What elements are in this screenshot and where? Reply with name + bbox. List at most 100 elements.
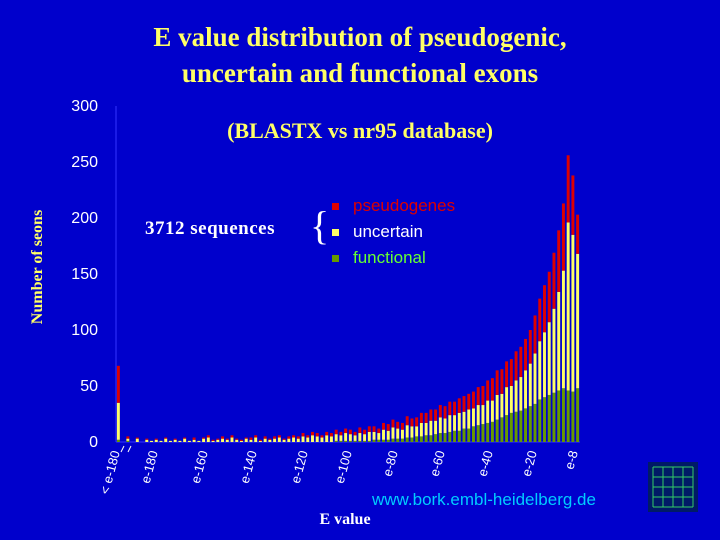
bar-uncertain bbox=[514, 380, 518, 412]
bar-uncertain bbox=[391, 427, 395, 439]
bar-functional bbox=[353, 440, 357, 442]
bar-functional bbox=[339, 440, 343, 442]
bar-uncertain bbox=[481, 405, 485, 425]
bar-uncertain bbox=[192, 439, 196, 442]
bar-functional bbox=[429, 435, 433, 442]
bar-pseudogenes bbox=[211, 439, 215, 441]
bar-uncertain bbox=[168, 440, 172, 442]
bar-functional bbox=[434, 434, 438, 442]
bar-uncertain bbox=[486, 400, 490, 423]
x-tick-label: e-8 bbox=[562, 449, 581, 471]
bar-pseudogenes bbox=[528, 330, 532, 364]
bar-functional bbox=[391, 438, 395, 442]
bar-pseudogenes bbox=[282, 438, 286, 440]
bar-uncertain bbox=[126, 438, 130, 441]
chart-title-line2: uncertain and functional exons bbox=[181, 58, 539, 88]
bar-functional bbox=[467, 428, 471, 442]
bar-pseudogenes bbox=[424, 412, 428, 423]
bar-uncertain bbox=[230, 437, 234, 442]
bar-pseudogenes bbox=[206, 435, 210, 438]
bar-uncertain bbox=[334, 434, 338, 441]
bar-uncertain bbox=[339, 435, 343, 441]
bar-functional bbox=[566, 390, 570, 442]
source-url: www.bork.embl-heidelberg.de bbox=[372, 490, 596, 509]
bar-pseudogenes bbox=[216, 438, 220, 440]
bar-uncertain bbox=[311, 435, 314, 442]
bar-functional bbox=[524, 408, 528, 442]
bar-uncertain bbox=[543, 332, 546, 398]
bar-uncertain bbox=[472, 408, 475, 427]
bar-functional bbox=[382, 439, 385, 442]
bar-pseudogenes bbox=[372, 426, 376, 432]
bar-uncertain bbox=[363, 434, 367, 441]
x-tick-label: e-160 bbox=[188, 449, 211, 485]
bar-pseudogenes bbox=[339, 431, 343, 436]
legend-swatch-pseudogenes bbox=[332, 202, 339, 210]
bar-pseudogenes bbox=[557, 230, 561, 292]
x-tick-label: e-40 bbox=[475, 449, 496, 478]
bar-pseudogenes bbox=[367, 426, 371, 432]
bar-pseudogenes bbox=[495, 370, 499, 395]
bar-uncertain bbox=[135, 438, 139, 442]
legend-label-uncertain: uncertain bbox=[353, 222, 423, 241]
bar-pseudogenes bbox=[344, 428, 348, 434]
bar-functional bbox=[543, 397, 546, 442]
bar-uncertain bbox=[249, 439, 253, 442]
bar-pseudogenes bbox=[244, 437, 248, 439]
bar-pseudogenes bbox=[363, 429, 367, 435]
bar-pseudogenes bbox=[561, 203, 565, 271]
bar-uncertain bbox=[325, 435, 329, 442]
bar-uncertain bbox=[490, 400, 494, 422]
x-tick-label: < e-180 bbox=[97, 449, 123, 496]
bar-pseudogenes bbox=[386, 424, 390, 431]
bar-pseudogenes bbox=[481, 386, 485, 406]
chart-subtitle: (BLASTX vs nr95 database) bbox=[227, 118, 493, 143]
bar-pseudogenes bbox=[443, 406, 447, 419]
bar-pseudogenes bbox=[415, 417, 419, 427]
bar-uncertain bbox=[292, 437, 296, 442]
bar-uncertain bbox=[348, 434, 352, 441]
bar-functional bbox=[344, 440, 348, 442]
bar-pseudogenes bbox=[277, 435, 281, 438]
bar-functional bbox=[334, 440, 338, 442]
bar-functional bbox=[505, 415, 509, 442]
bar-uncertain bbox=[173, 439, 177, 442]
bar-pseudogenes bbox=[325, 431, 329, 436]
bar-uncertain bbox=[410, 426, 414, 438]
bar-pseudogenes bbox=[235, 438, 239, 440]
bar-pseudogenes bbox=[538, 298, 542, 342]
bar-uncertain bbox=[197, 440, 201, 442]
bar-pseudogenes bbox=[566, 155, 570, 223]
bar-functional bbox=[462, 428, 466, 442]
bar-uncertain bbox=[116, 402, 120, 440]
bar-uncertain bbox=[396, 428, 400, 439]
bar-functional bbox=[509, 412, 513, 442]
bar-functional bbox=[538, 399, 542, 442]
bar-functional bbox=[405, 437, 409, 442]
bar-functional bbox=[576, 388, 580, 442]
y-tick-label: 200 bbox=[71, 210, 98, 227]
bar-functional bbox=[476, 425, 480, 442]
bar-uncertain bbox=[377, 433, 381, 440]
bar-uncertain bbox=[533, 353, 537, 404]
bar-uncertain bbox=[448, 415, 452, 432]
bar-uncertain bbox=[547, 322, 551, 395]
bar-pseudogenes bbox=[576, 214, 580, 254]
bar-uncertain bbox=[145, 439, 149, 442]
bar-pseudogenes bbox=[434, 409, 438, 421]
bar-pseudogenes bbox=[410, 418, 414, 427]
bar-uncertain bbox=[509, 386, 513, 413]
bar-functional bbox=[419, 436, 423, 442]
bar-pseudogenes bbox=[547, 271, 551, 323]
bar-uncertain bbox=[528, 363, 532, 407]
bar-pseudogenes bbox=[500, 369, 504, 394]
bar-functional bbox=[457, 430, 461, 442]
bar-uncertain bbox=[277, 437, 281, 442]
bar-pseudogenes bbox=[154, 438, 158, 440]
bar-pseudogenes bbox=[301, 433, 305, 437]
legend-label-pseudogenes: pseudogenes bbox=[353, 196, 456, 215]
bar-pseudogenes bbox=[405, 416, 409, 426]
bar-uncertain bbox=[438, 417, 442, 434]
bar-pseudogenes bbox=[486, 380, 490, 401]
bar-pseudogenes bbox=[258, 439, 262, 441]
